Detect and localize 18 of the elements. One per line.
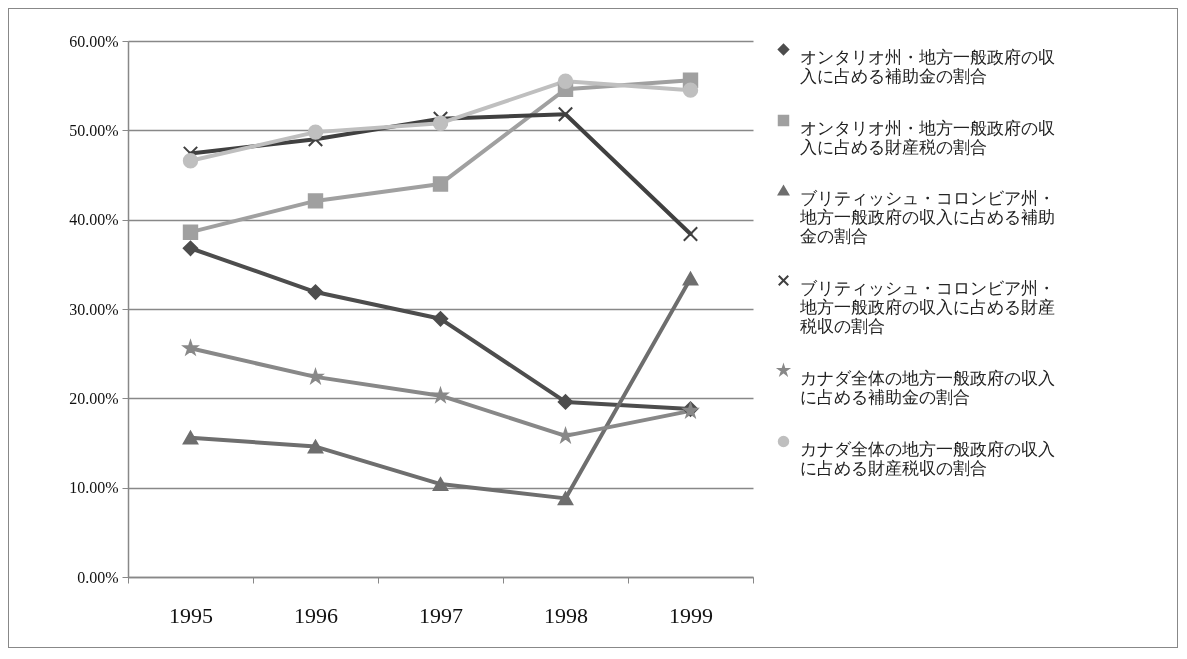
x-tick-label: 1996 (294, 602, 338, 628)
y-tick-label: 10.00% (69, 479, 119, 497)
x-tick-label: 1997 (419, 602, 463, 628)
legend-label: オンタリオ州・地方一般政府の収入に占める補助金の割合 (800, 47, 1055, 86)
x-tick-label: 1995 (169, 602, 213, 628)
legend-label: ブリティッシュ・コロンビア州・地方一般政府の収入に占める補助金の割合 (799, 188, 1055, 246)
y-tick-label: 60.00% (69, 32, 119, 50)
x-tick-label: 1999 (669, 602, 713, 628)
y-tick-label: 40.00% (69, 211, 119, 229)
legend-label: カナダ全体の地方一般政府の収入に占める補助金の割合 (800, 368, 1055, 407)
y-tick-label: 0.00% (77, 568, 119, 586)
y-tick-label: 30.00% (69, 300, 119, 318)
legend-label: オンタリオ州・地方一般政府の収入に占める財産税の割合 (800, 118, 1055, 157)
legend-label: カナダ全体の地方一般政府の収入に占める財産税収の割合 (800, 439, 1055, 478)
y-tick-label: 20.00% (69, 389, 119, 407)
x-tick-label: 1998 (544, 602, 588, 628)
y-tick-label: 50.00% (69, 121, 119, 139)
legend-label: ブリティッシュ・コロンビア州・地方一般政府の収入に占める財産税収の割合 (799, 278, 1055, 336)
